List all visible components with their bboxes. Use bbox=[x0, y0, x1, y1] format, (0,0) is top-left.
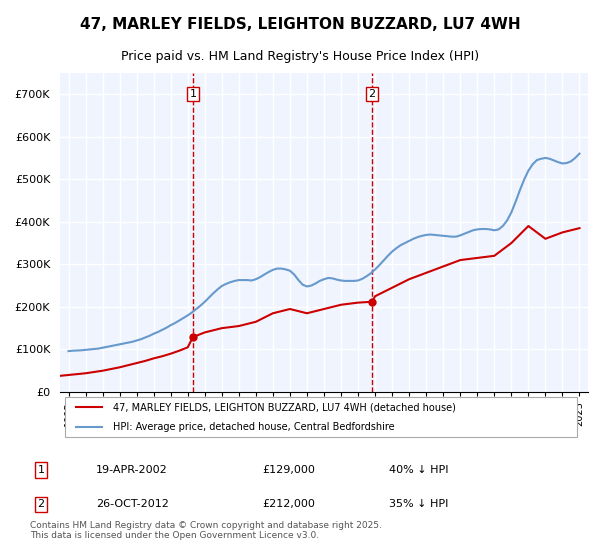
Text: 47, MARLEY FIELDS, LEIGHTON BUZZARD, LU7 4WH (detached house): 47, MARLEY FIELDS, LEIGHTON BUZZARD, LU7… bbox=[113, 402, 455, 412]
Text: 26-OCT-2012: 26-OCT-2012 bbox=[96, 500, 169, 510]
Text: 35% ↓ HPI: 35% ↓ HPI bbox=[389, 500, 448, 510]
Text: 40% ↓ HPI: 40% ↓ HPI bbox=[389, 465, 448, 475]
Text: £212,000: £212,000 bbox=[262, 500, 315, 510]
Text: 2: 2 bbox=[37, 500, 44, 510]
Text: 2: 2 bbox=[368, 89, 376, 99]
Text: 1: 1 bbox=[38, 465, 44, 475]
Text: 19-APR-2002: 19-APR-2002 bbox=[96, 465, 168, 475]
FancyBboxPatch shape bbox=[65, 397, 577, 437]
Text: 47, MARLEY FIELDS, LEIGHTON BUZZARD, LU7 4WH: 47, MARLEY FIELDS, LEIGHTON BUZZARD, LU7… bbox=[80, 17, 520, 32]
Text: HPI: Average price, detached house, Central Bedfordshire: HPI: Average price, detached house, Cent… bbox=[113, 422, 394, 432]
Text: Contains HM Land Registry data © Crown copyright and database right 2025.
This d: Contains HM Land Registry data © Crown c… bbox=[30, 521, 382, 540]
Text: Price paid vs. HM Land Registry's House Price Index (HPI): Price paid vs. HM Land Registry's House … bbox=[121, 50, 479, 63]
Text: £129,000: £129,000 bbox=[262, 465, 315, 475]
Text: 1: 1 bbox=[190, 89, 196, 99]
